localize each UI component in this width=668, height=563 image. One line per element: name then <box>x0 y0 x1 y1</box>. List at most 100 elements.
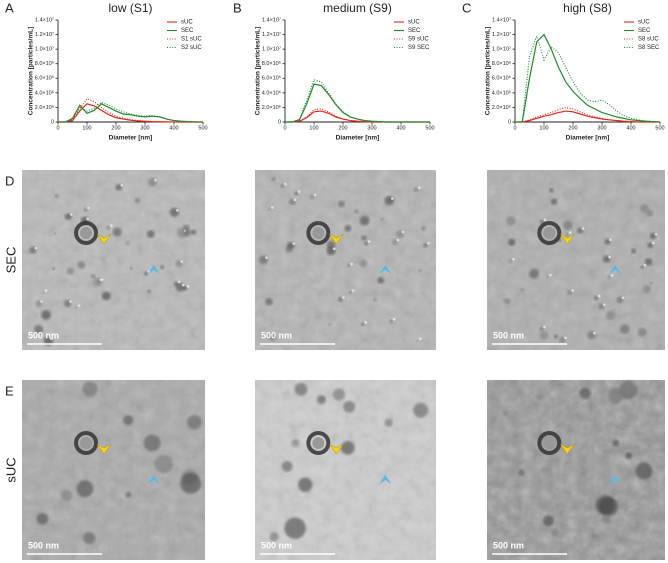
particle <box>564 336 567 340</box>
particle <box>146 230 155 238</box>
particle <box>313 193 317 197</box>
particle <box>539 326 544 331</box>
particle <box>332 247 336 251</box>
vesicle-core <box>312 227 325 239</box>
arrowhead-yellow <box>329 443 344 455</box>
series-line <box>515 34 661 123</box>
y-tick-label: 6.0×10⁶ <box>262 75 281 82</box>
particle <box>176 208 179 212</box>
panel-label: D <box>5 173 14 188</box>
particle <box>384 418 393 427</box>
y-axis-label: Concentration [particles/mL] <box>485 27 492 115</box>
particle <box>377 277 385 284</box>
particle <box>539 330 549 340</box>
y-tick-label: 1.0×10⁷ <box>262 46 281 53</box>
chart-title: low (S1) <box>108 1 152 15</box>
particle <box>647 242 654 249</box>
particle <box>359 259 368 268</box>
series-line <box>58 101 203 123</box>
particle <box>154 178 157 182</box>
y-tick-label: 0 <box>508 119 511 125</box>
particle <box>597 294 601 298</box>
scale-bar-label: 500 nm <box>493 540 524 550</box>
particle <box>568 231 572 234</box>
legend-label: S8 SEC <box>638 45 660 51</box>
y-tick-label: 1.4×10⁷ <box>492 16 511 23</box>
particle <box>520 288 524 292</box>
particle <box>83 532 96 545</box>
particle <box>125 491 132 498</box>
x-tick-label: 400 <box>396 125 405 131</box>
x-tick-label: 100 <box>539 125 548 131</box>
micrograph <box>487 170 665 350</box>
legend-label: SEC <box>638 28 651 34</box>
particle <box>112 227 122 237</box>
particle <box>100 278 104 281</box>
micrograph-texture <box>22 380 205 560</box>
arrowhead-blue <box>147 475 160 484</box>
particle <box>640 265 644 269</box>
particle <box>53 232 57 235</box>
particle <box>147 289 151 294</box>
particle <box>293 198 297 202</box>
x-tick-label: 300 <box>140 125 149 131</box>
particle <box>180 260 184 263</box>
particle <box>40 300 43 303</box>
particle <box>316 395 326 405</box>
y-tick-label: 4.0×10⁶ <box>262 89 281 96</box>
particle <box>364 321 368 324</box>
particle <box>123 415 134 426</box>
particle <box>621 296 625 300</box>
y-tick-label: 1.0×10⁷ <box>492 46 511 53</box>
particle <box>288 198 296 205</box>
particle <box>380 218 384 222</box>
particle <box>129 266 133 270</box>
particle <box>173 281 179 287</box>
particle <box>69 300 72 303</box>
particle <box>540 220 544 224</box>
particle <box>605 310 616 321</box>
arrowhead-yellow <box>96 443 112 455</box>
arrowhead-yellow <box>329 233 344 245</box>
arrowhead-blue <box>147 265 160 274</box>
arrowhead-yellow <box>560 233 575 245</box>
particle <box>559 336 566 344</box>
particle <box>341 441 355 455</box>
particle <box>143 434 161 452</box>
particle <box>651 241 655 245</box>
particle <box>354 209 359 214</box>
y-tick-label: 1.4×10⁷ <box>262 16 281 23</box>
particle <box>348 291 352 294</box>
x-tick-label: 400 <box>169 125 178 131</box>
particle <box>608 238 612 242</box>
particle <box>543 218 547 222</box>
particle <box>643 263 647 267</box>
x-tick-label: 200 <box>568 125 577 131</box>
particle <box>508 259 513 264</box>
x-tick-label: 300 <box>367 125 376 131</box>
particle <box>332 388 346 401</box>
particle <box>543 325 546 329</box>
particle <box>342 296 345 299</box>
particle <box>125 241 130 246</box>
particle <box>413 402 429 418</box>
particle <box>553 334 558 339</box>
series-line <box>515 33 661 123</box>
vesicle <box>306 221 331 245</box>
particle <box>413 187 419 193</box>
particle <box>284 517 306 539</box>
particle <box>134 197 141 204</box>
particle <box>598 303 605 310</box>
particle <box>280 184 285 189</box>
series-line <box>285 79 430 123</box>
series-line <box>285 108 430 123</box>
micrograph <box>255 380 436 560</box>
particle <box>154 454 173 474</box>
particle <box>577 227 584 234</box>
panel-label: C <box>462 0 471 15</box>
vesicle <box>537 221 562 245</box>
particle <box>265 297 273 306</box>
scale-bar-label: 500 nm <box>261 330 292 340</box>
particle <box>373 298 377 302</box>
vesicle <box>537 431 562 455</box>
